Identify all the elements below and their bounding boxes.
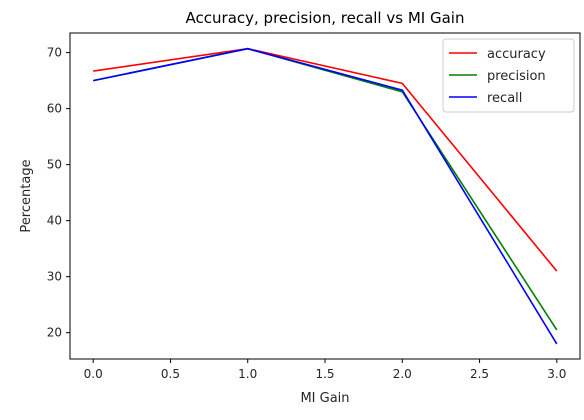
y-tick-label: 30 (47, 270, 62, 284)
y-axis-title: Percentage (19, 159, 34, 232)
legend-label-accuracy: accuracy (487, 47, 546, 62)
legend-box (442, 38, 575, 113)
x-tick-label: 2.5 (470, 367, 489, 381)
legend: accuracy precision recall (442, 38, 575, 113)
x-tick-label: 0.0 (84, 367, 103, 381)
x-tick-label: 1.0 (238, 367, 257, 381)
y-tick-label: 20 (47, 326, 62, 340)
series-lines (93, 47, 558, 345)
legend-label-precision: precision (487, 69, 546, 84)
x-tick-label: 2.0 (393, 367, 412, 381)
y-tick-label: 40 (47, 214, 62, 228)
x-tick-label: 0.5 (161, 367, 180, 381)
y-tick-label: 50 (47, 158, 62, 172)
series-line-recall (93, 47, 558, 345)
x-tick-label: 3.0 (547, 367, 566, 381)
series-line-accuracy (93, 47, 558, 272)
x-axis-title: MI Gain (300, 391, 349, 406)
y-tick-label: 60 (47, 102, 62, 116)
chart-title: Accuracy, precision, recall vs MI Gain (186, 9, 465, 27)
x-tick-label: 1.5 (315, 367, 334, 381)
y-tick-label: 70 (47, 46, 62, 60)
y-axis: 20 30 40 50 60 70 (47, 46, 70, 340)
x-axis: 0.0 0.5 1.0 1.5 2.0 2.5 3.0 (84, 359, 566, 381)
legend-label-recall: recall (487, 91, 522, 106)
